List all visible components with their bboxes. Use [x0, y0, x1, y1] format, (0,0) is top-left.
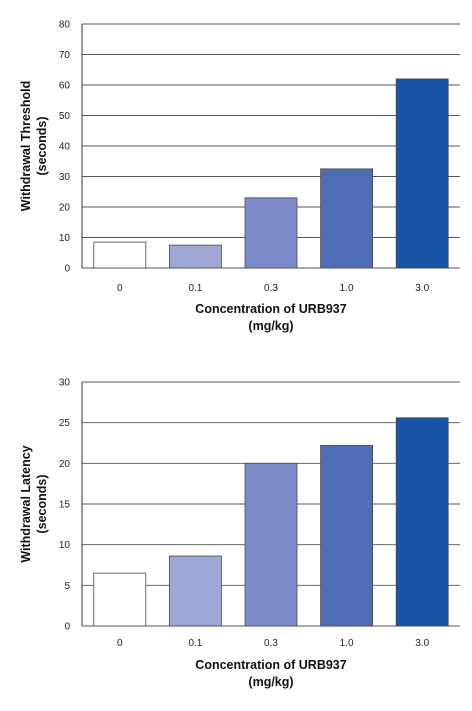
chart-panel-2: 0 5 10 15 20 25 30 0 0.1 0.3 1.0 3.0 Concentration o… — [19, 378, 460, 689]
y-axis-label-unit: (seconds) — [35, 116, 49, 175]
y-tick-label: 80 — [59, 20, 71, 31]
bar-0 — [93, 572, 147, 627]
y-axis-label: Withdrawal Threshold — [19, 81, 33, 211]
x-tick-label: 0 — [117, 283, 123, 294]
y-tick-label: 20 — [59, 459, 71, 470]
x-tick-label: 0.3 — [264, 283, 278, 294]
y-axis-label: Withdrawal Latency — [19, 445, 33, 562]
y-axis-label-unit: (seconds) — [35, 474, 49, 533]
bar-3.0 — [395, 78, 449, 269]
x-tick-label: 1.0 — [340, 283, 354, 294]
x-tick-label: 0.1 — [188, 283, 202, 294]
x-axis-label-unit: (mg/kg) — [248, 319, 293, 333]
x-tick-label: 3.0 — [415, 638, 429, 649]
bar-0.3 — [244, 197, 298, 269]
y-tick-label: 30 — [59, 378, 71, 389]
y-tick-label: 25 — [59, 418, 71, 429]
y-tick-label: 30 — [59, 172, 71, 183]
x-tick-label: 3.0 — [415, 283, 429, 294]
x-tick-label: 0 — [117, 638, 123, 649]
bar-1.0 — [320, 168, 374, 269]
bar-0 — [93, 241, 147, 269]
chart-panel-1: 0 10 20 30 40 50 60 70 80 0 0.1 0.3 1.0 3.0 Concentrat… — [19, 20, 460, 333]
bar-0.1 — [168, 244, 222, 269]
y-tick-label: 10 — [59, 233, 71, 244]
y-tick-label: 70 — [59, 50, 71, 61]
y-tick-label: 40 — [59, 142, 71, 153]
x-tick-label: 0.3 — [264, 638, 278, 649]
bar-3.0 — [395, 417, 449, 627]
y-tick-label: 0 — [64, 622, 70, 633]
bar-0.3 — [244, 462, 298, 627]
x-axis-label: Concentration of URB937 — [195, 302, 346, 316]
bar-1.0 — [320, 445, 374, 627]
y-tick-label: 20 — [59, 203, 71, 214]
y-tick-label: 5 — [64, 581, 70, 592]
y-tick-label: 50 — [59, 111, 71, 122]
x-tick-label: 1.0 — [340, 638, 354, 649]
y-tick-label: 15 — [59, 500, 71, 511]
y-tick-label: 0 — [64, 264, 70, 275]
y-tick-label: 10 — [59, 540, 71, 551]
x-axis-label-unit: (mg/kg) — [248, 675, 293, 689]
y-tick-label: 60 — [59, 81, 71, 92]
x-axis-label: Concentration of URB937 — [195, 658, 346, 672]
x-tick-label: 0.1 — [188, 638, 202, 649]
bar-0.1 — [168, 555, 222, 627]
